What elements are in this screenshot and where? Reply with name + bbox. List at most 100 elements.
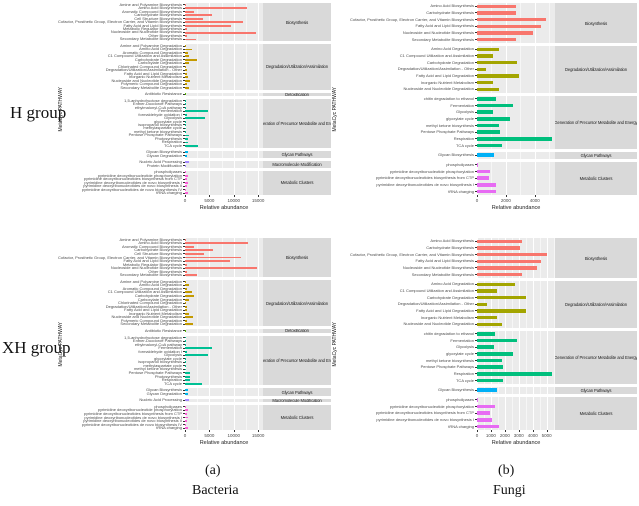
minor-gridline <box>221 160 223 168</box>
category-row: Nucleoside and Nucleotide Degradation <box>65 78 185 82</box>
facet-section: Amine and Polyamine Degradation Amino Aci… <box>65 44 331 90</box>
category-label: Cofactor, Prosthetic Group, Electron Car… <box>350 251 474 257</box>
category-label: pyrimidine deoxyribonucleotide phosphory… <box>97 172 182 178</box>
bar <box>185 336 186 339</box>
x-tick-mark <box>546 429 548 432</box>
y-tick-mark <box>475 98 477 100</box>
category-label: Cofactor, Prosthetic Group, Electron Car… <box>58 19 182 25</box>
category-row: Pentose Phosphate Pathways <box>65 371 185 375</box>
minor-gridline <box>483 238 485 278</box>
bar <box>185 416 188 419</box>
plot-area <box>185 405 263 430</box>
x-tick-label: 5000 <box>541 432 552 438</box>
major-gridline <box>233 150 235 158</box>
y-tick-mark <box>183 55 185 57</box>
bar <box>477 47 499 52</box>
bar <box>477 272 522 277</box>
plot-area <box>185 160 263 168</box>
category-label: pyrimidine deoxyribonucleotides de novo … <box>83 183 182 189</box>
category-labels: Amino Acid Degradation C1 Compound Utiliz… <box>339 281 477 328</box>
minor-gridline <box>497 386 499 394</box>
category-label: Amino Acid Biosynthesis <box>138 240 182 246</box>
category-label: Metabolic Regulator Biosynthesis <box>122 261 182 267</box>
y-tick-mark <box>475 373 477 375</box>
bar <box>477 87 499 92</box>
category-labels: Glycan Biosynthesis Glycan Degradation <box>65 388 185 395</box>
minor-gridline <box>197 150 199 158</box>
bar <box>477 24 541 29</box>
y-tick-mark <box>183 330 185 332</box>
category-row: ethylmalonyl-CoA pathway <box>65 105 185 109</box>
major-gridline <box>233 405 235 430</box>
category-labels: 1,5-anhydrofructose degradation Entner-Du… <box>65 97 185 148</box>
facet-strip: Metabolic Clusters <box>263 405 331 430</box>
major-gridline <box>518 281 520 328</box>
category-label: 1,5-anhydrofructose degradation <box>124 97 182 103</box>
category-label: Secondary Metabolite Degradation <box>120 321 182 327</box>
y-tick-mark <box>183 151 185 153</box>
y-tick-mark <box>475 105 477 107</box>
y-tick-mark <box>183 376 185 378</box>
bar <box>185 134 189 137</box>
category-row: Amino Acid Biosynthesis <box>339 238 477 245</box>
bar <box>477 169 490 174</box>
bar <box>185 7 248 10</box>
category-label: 1,5-anhydrofructose degradation <box>124 334 182 340</box>
x-axis-title: Relative abundance <box>199 204 249 211</box>
y-tick-mark <box>183 264 185 266</box>
category-labels: phospholipases pyrimidine deoxyribonucleo… <box>65 170 185 195</box>
category-label: Polymeric Compound Degradation <box>120 317 182 323</box>
bar <box>185 412 188 415</box>
category-row: Nucleoside and Nucleotide Biosynthesis <box>339 30 477 37</box>
y-tick-mark <box>183 52 185 54</box>
y-tick-mark <box>475 310 477 312</box>
major-gridline <box>532 281 534 328</box>
category-label: Carbohydrate Biosynthesis <box>426 244 474 250</box>
facet-strip-label: Metabolic Clusters <box>280 415 314 421</box>
major-gridline <box>505 95 507 149</box>
category-row: phospholipases <box>339 397 477 404</box>
category-label: Other Biosynthesis <box>148 32 182 38</box>
facet-section: 1,5-anhydrofructose degradation Entner-Du… <box>65 97 331 148</box>
y-tick-mark <box>475 131 477 133</box>
major-gridline <box>532 396 534 430</box>
facet-sections: Amine and Polyamine Biosynthesis Amino Ac… <box>58 2 331 195</box>
y-tick-mark <box>183 413 185 415</box>
category-labels: phospholipases pyrimidine deoxyribonucleo… <box>339 162 477 195</box>
y-tick-mark <box>183 48 185 50</box>
x-tick-label: 0 <box>183 197 187 203</box>
minor-gridline <box>539 386 541 394</box>
bar <box>477 266 537 270</box>
minor-gridline <box>511 238 513 278</box>
x-tick-mark <box>258 194 260 197</box>
category-row: TCA cycle <box>339 142 477 149</box>
y-tick-mark <box>183 189 185 191</box>
x-tick-mark <box>505 194 507 197</box>
category-row: methylaspartate cycle <box>65 363 185 368</box>
major-gridline <box>209 150 211 158</box>
bar <box>185 361 186 364</box>
category-row: pyrimidine deoxyribonucleotides de novo … <box>65 180 185 184</box>
category-label: Pentose Phosphate Pathways <box>420 129 474 135</box>
facet-sections: Amino Acid Biosynthesis Carbohydrate Bios… <box>339 3 637 195</box>
category-row: Amino Acid Biosynthesis <box>65 6 185 10</box>
bar <box>185 52 188 54</box>
category-row: tRNA charging <box>339 188 477 195</box>
category-row: tRNA charging <box>65 426 185 430</box>
bar <box>185 113 187 116</box>
y-tick-mark <box>183 320 185 322</box>
y-tick-mark <box>183 306 185 308</box>
category-row: methyl ketone biosynthesis <box>339 122 477 129</box>
x-tick-mark <box>209 194 211 197</box>
plot-area <box>477 46 555 93</box>
category-label: Glycolysis <box>163 352 182 358</box>
minor-gridline <box>491 95 493 149</box>
facet-strip-label: Degradation/Utilization/Assimilation <box>265 300 329 306</box>
bar <box>185 154 188 157</box>
y-tick-mark <box>183 399 185 401</box>
minor-gridline <box>491 3 493 43</box>
category-label: Respiration <box>453 135 474 141</box>
bar <box>185 295 195 297</box>
facet-strip: Biosynthesis <box>263 3 331 42</box>
major-gridline <box>233 280 235 327</box>
